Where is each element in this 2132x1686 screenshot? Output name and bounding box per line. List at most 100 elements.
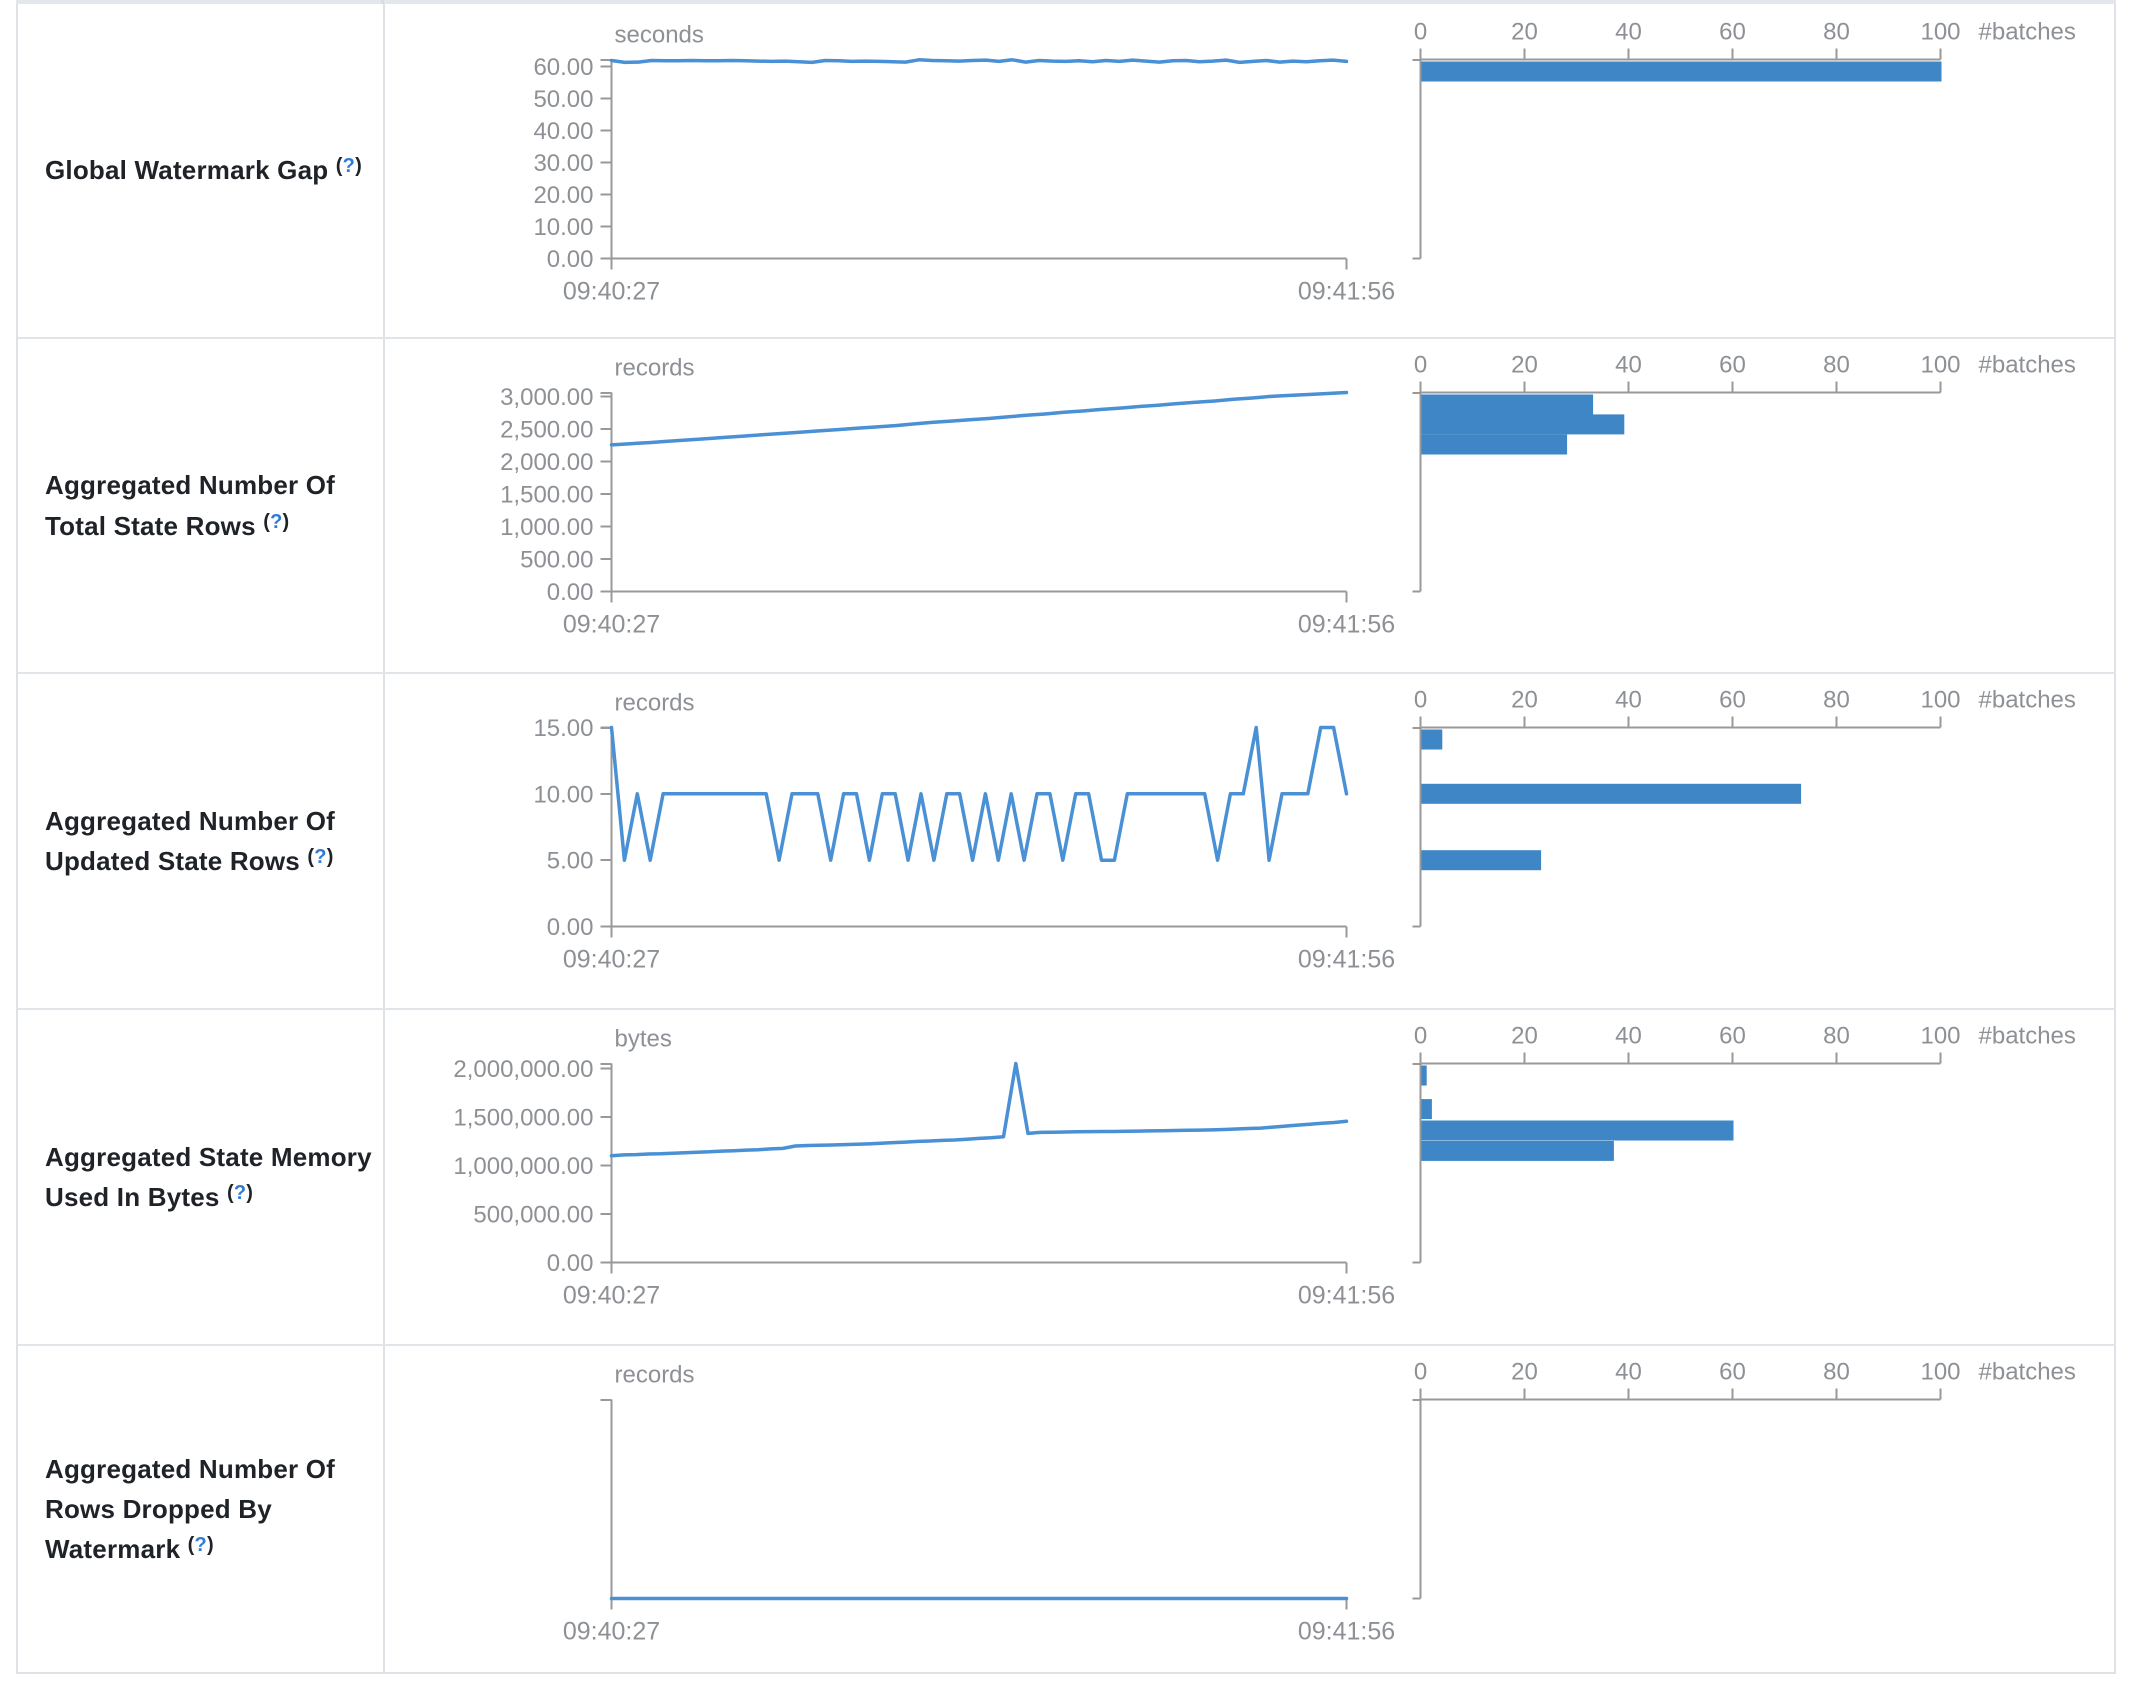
- batches-tick-label: 40: [1615, 1023, 1642, 1050]
- unit-label: seconds: [615, 22, 704, 49]
- y-tick-label: 1,500.00: [500, 481, 593, 508]
- batches-tick-label: 20: [1511, 1023, 1538, 1050]
- time-start-label: 09:40:27: [563, 1282, 660, 1310]
- metric-label: Aggregated Number Of Updated State Rows …: [45, 801, 375, 882]
- time-end-label: 09:41:56: [1298, 1618, 1395, 1646]
- y-tick-label: 1,500,000.00: [453, 1104, 593, 1131]
- time-start-label: 09:40:27: [563, 946, 660, 974]
- batches-tick-label: 80: [1823, 19, 1850, 46]
- metric-label-text: Aggregated Number Of Rows Dropped By Wat…: [45, 1453, 336, 1565]
- timeline-axes: [600, 392, 1348, 603]
- histogram-bar: [1421, 1065, 1427, 1086]
- y-tick-label: 50.00: [533, 86, 593, 113]
- time-end-label: 09:41:56: [1298, 278, 1395, 306]
- unit-label: records: [615, 1362, 695, 1389]
- timeline-axes: [600, 1063, 1348, 1274]
- batches-tick-label: 100: [1920, 1023, 1960, 1050]
- help-link[interactable]: (?): [335, 155, 362, 178]
- batches-tick-label: 60: [1719, 352, 1746, 379]
- help-link[interactable]: (?): [226, 1182, 254, 1204]
- metric-label-text: Aggregated Number Of Updated State Rows: [45, 805, 336, 876]
- histogram-chart: 0 20 40 60 80 100 #batches: [1412, 687, 2076, 928]
- top-border-rule: [16, 0, 2116, 4]
- timeline-chart: records 0.00 5.00 10.00 15.00 09:40:27 09:41:5…: [533, 690, 1395, 974]
- previous-row-border-stub: [381, 0, 384, 4]
- y-tick-label: 10.00: [533, 781, 593, 808]
- y-tick-label: 2,500.00: [500, 416, 593, 443]
- histogram-chart: 0 20 40 60 80 100 #batches: [1412, 19, 2076, 260]
- timeline-chart: records 0.00 500.00 1,000.00 1,500.00 2,000.0…: [500, 355, 1395, 639]
- metric-label-cell: Aggregated Number Of Updated State Rows …: [18, 674, 385, 1008]
- batches-tick-label: 0: [1414, 1023, 1427, 1050]
- metric-label-cell: Aggregated State Memory Used In Bytes (?…: [18, 1010, 385, 1344]
- batches-axis-label: #batches: [1979, 19, 2076, 46]
- batches-axis-label: #batches: [1979, 352, 2076, 379]
- y-tick-label: 500.00: [520, 546, 593, 573]
- time-start-label: 09:40:27: [563, 278, 660, 306]
- question-mark-icon: ?: [270, 510, 283, 533]
- question-mark-icon: ?: [342, 155, 356, 178]
- histogram-axes: [1412, 1052, 1942, 1264]
- batches-tick-label: 60: [1719, 687, 1746, 714]
- metric-chart-cell: bytes 0.00 500,000.00 1,000,000.00 1,500,000…: [385, 1010, 2114, 1344]
- timeline-and-histogram-svg: bytes 0.00 500,000.00 1,000,000.00 1,500,000…: [453, 1023, 2076, 1310]
- batches-tick-label: 100: [1920, 1359, 1960, 1386]
- y-tick-label: 0.00: [547, 246, 594, 273]
- y-tick-label: 1,000.00: [500, 514, 593, 541]
- help-link[interactable]: (?): [307, 846, 334, 868]
- question-mark-icon: ?: [194, 1534, 207, 1557]
- time-end-label: 09:41:56: [1298, 1282, 1395, 1310]
- batches-tick-label: 40: [1615, 687, 1642, 714]
- y-tick-label: 60.00: [533, 54, 593, 81]
- histogram-bar: [1421, 783, 1802, 804]
- metric-label-cell: Aggregated Number Of Total State Rows (?…: [18, 339, 385, 672]
- metric-row-total-state-rows: Aggregated Number Of Total State Rows (?…: [18, 337, 2114, 672]
- histogram-bar: [1421, 1120, 1734, 1141]
- histogram-axes: [1412, 1388, 1942, 1600]
- histogram-chart: 0 20 40 60 80 100 #batches: [1412, 1359, 2076, 1600]
- metric-label-text: Aggregated Number Of Total State Rows: [45, 470, 336, 541]
- histogram-axes: [1412, 48, 1942, 260]
- batches-tick-label: 20: [1511, 687, 1538, 714]
- time-end-label: 09:41:56: [1298, 946, 1395, 974]
- histogram-bar: [1421, 61, 1942, 82]
- batches-tick-label: 40: [1615, 1359, 1642, 1386]
- batches-tick-label: 100: [1920, 19, 1960, 46]
- y-tick-label: 2,000,000.00: [453, 1056, 593, 1083]
- metric-label: Aggregated State Memory Used In Bytes (?…: [45, 1137, 375, 1218]
- histogram-bar: [1421, 729, 1443, 750]
- histogram-chart: 0 20 40 60 80 100 #batches: [1412, 1023, 2076, 1264]
- timeline-and-histogram-svg: records 0.00 500.00 1,000.00 1,500.00 2,000.0…: [500, 352, 2076, 639]
- histogram-chart: 0 20 40 60 80 100 #batches: [1412, 352, 2076, 593]
- histogram-bar: [1421, 1099, 1432, 1120]
- timeline-and-histogram-svg: records 0.00 5.00 10.00 15.00 09:40:27 09:41:5…: [533, 687, 2076, 974]
- batches-tick-label: 100: [1920, 687, 1960, 714]
- y-tick-label: 30.00: [533, 150, 593, 177]
- batches-tick-label: 40: [1615, 19, 1642, 46]
- unit-label: bytes: [615, 1026, 672, 1053]
- y-tick-label: 0.00: [547, 914, 594, 941]
- unit-label: records: [615, 690, 695, 717]
- metric-chart-cell: records 0.00 5.00 10.00 15.00 09:40:27 09:41:5…: [385, 674, 2114, 1008]
- histogram-axes: [1412, 381, 1942, 593]
- batches-tick-label: 60: [1719, 1023, 1746, 1050]
- batches-tick-label: 80: [1823, 1359, 1850, 1386]
- y-tick-label: 15.00: [533, 715, 593, 742]
- timeline-chart: bytes 0.00 500,000.00 1,000,000.00 1,500,000…: [453, 1026, 1395, 1310]
- histogram-bar: [1421, 414, 1625, 435]
- help-link[interactable]: (?): [263, 510, 290, 533]
- metric-row-state-memory-used: Aggregated State Memory Used In Bytes (?…: [18, 1008, 2114, 1344]
- timeline-line: [609, 725, 1349, 862]
- timeline-chart: records 09:40:27 09:41:56: [563, 1362, 1395, 1646]
- y-tick-label: 1,000,000.00: [453, 1153, 593, 1180]
- batches-axis-label: #batches: [1979, 1023, 2076, 1050]
- histogram-bar: [1421, 434, 1568, 455]
- question-mark-icon: ?: [314, 846, 327, 868]
- timeline-line: [609, 1061, 1349, 1158]
- batches-axis-label: #batches: [1979, 1359, 2076, 1386]
- batches-tick-label: 0: [1414, 687, 1427, 714]
- batches-tick-label: 20: [1511, 19, 1538, 46]
- y-tick-label: 0.00: [547, 1250, 594, 1277]
- metric-label-text: Aggregated State Memory Used In Bytes: [45, 1141, 372, 1212]
- help-link[interactable]: (?): [187, 1534, 214, 1557]
